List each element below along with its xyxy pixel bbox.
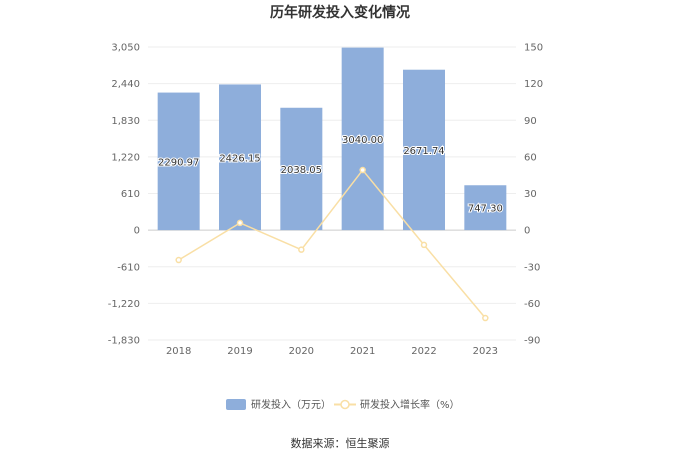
- x-tick-label: 2019: [227, 346, 252, 357]
- bar-value-label: 3040.00: [342, 135, 383, 146]
- x-tick-label: 2023: [473, 346, 498, 357]
- y-left-tick-label: -1,220: [108, 299, 140, 310]
- line-point[interactable]: [482, 314, 489, 322]
- y-right-tick-label: -90: [524, 336, 540, 347]
- chart-title: 历年研发投入变化情况: [270, 4, 410, 21]
- legend[interactable]: 研发投入（万元） 研发投入增长率（%）: [226, 398, 460, 411]
- y-left-tick-label: 1,830: [111, 116, 140, 127]
- bar-value-label: 2038.05: [281, 165, 322, 176]
- legend-line-label: 研发投入增长率（%）: [360, 398, 460, 411]
- bar[interactable]: [341, 47, 384, 231]
- line-point[interactable]: [175, 256, 182, 264]
- y-left-tick-label: -1,830: [108, 336, 140, 347]
- line-point[interactable]: [236, 219, 244, 227]
- y-axis-right: 150 120 90 60 30 0 -30 -60 -90: [524, 43, 543, 347]
- grid-lines: [148, 46, 516, 341]
- bar-value-label: 2290.97: [158, 157, 199, 168]
- bar-value-label: 747.30: [468, 204, 503, 215]
- y-left-tick-label: 0: [134, 226, 140, 237]
- bar[interactable]: [403, 69, 445, 231]
- y-right-tick-label: -30: [524, 262, 540, 273]
- y-left-tick-label: 3,050: [111, 43, 140, 54]
- bar-data-labels: 2290.97 2426.15 2038.05 3040.00 2671.74 747.3…: [157, 134, 504, 216]
- y-left-tick-label: 2,440: [111, 79, 140, 90]
- legend-bar-label: 研发投入（万元）: [251, 398, 331, 411]
- bar-series: [157, 47, 507, 231]
- bar[interactable]: [464, 185, 507, 231]
- y-axis-left: 3,050 2,440 1,830 1,220 610 0 -610 -1,220 -1,830: [108, 43, 140, 347]
- line-point[interactable]: [420, 241, 428, 249]
- x-tick-label: 2020: [289, 346, 314, 357]
- y-right-tick-label: 120: [524, 79, 543, 90]
- y-right-tick-label: 150: [524, 43, 543, 54]
- x-tick-label: 2021: [350, 346, 375, 357]
- bar-value-label: 2426.15: [219, 153, 260, 164]
- line-point[interactable]: [359, 166, 366, 174]
- y-left-tick-label: 1,220: [111, 152, 140, 163]
- y-right-tick-label: 0: [524, 226, 530, 237]
- x-tick-label: 2022: [411, 346, 436, 357]
- x-axis: 2018 2019 2020 2021 2022 2023: [166, 346, 498, 357]
- y-left-tick-label: -610: [117, 262, 140, 273]
- line-point[interactable]: [298, 246, 305, 253]
- y-right-tick-label: 30: [524, 189, 537, 200]
- bar[interactable]: [219, 84, 261, 231]
- source-note: 数据来源：恒生聚源: [291, 436, 390, 450]
- bar-value-label: 2671.74: [403, 146, 444, 157]
- y-right-tick-label: 90: [524, 116, 537, 127]
- bar[interactable]: [157, 92, 200, 231]
- y-right-tick-label: -60: [524, 299, 540, 310]
- legend-bar-swatch: [226, 399, 246, 410]
- line-series: [175, 166, 489, 322]
- y-right-tick-label: 60: [524, 152, 537, 163]
- bar[interactable]: [280, 107, 323, 231]
- legend-line-marker: [340, 399, 350, 410]
- x-tick-label: 2018: [166, 346, 191, 357]
- growth-rate-line: [178, 168, 486, 319]
- y-left-tick-label: 610: [121, 189, 140, 200]
